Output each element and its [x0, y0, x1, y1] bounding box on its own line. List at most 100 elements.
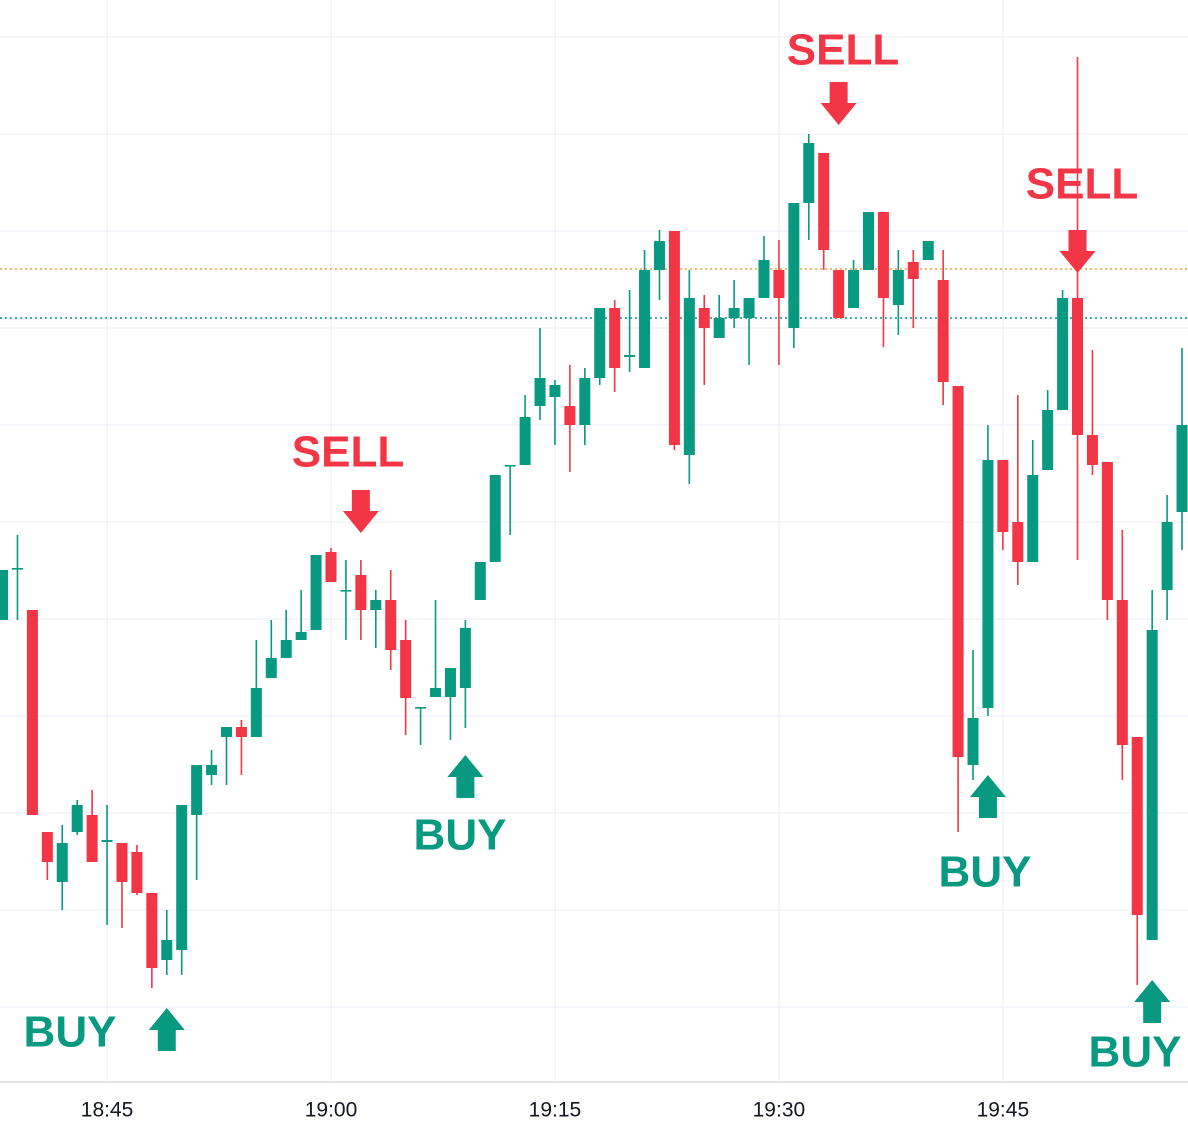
candle-body [235, 727, 247, 737]
candle-body [1101, 462, 1113, 600]
candle-body [146, 893, 158, 968]
candle-body [295, 632, 307, 640]
signal-arrow [820, 82, 857, 125]
candle-body [131, 852, 143, 893]
signal-label: BUY [414, 811, 507, 860]
candle-body [444, 668, 456, 697]
candle-body [624, 355, 636, 357]
candle-body [1116, 600, 1128, 745]
candle-body [385, 600, 397, 650]
candle-body [803, 143, 815, 203]
candle-body [922, 241, 934, 260]
candle-body [430, 688, 442, 697]
candle-body [818, 153, 830, 250]
candle-body [310, 555, 322, 630]
candle-body [325, 552, 337, 582]
candle-body [265, 658, 277, 678]
candle-body [1012, 522, 1024, 562]
candle-body [1042, 410, 1054, 470]
candle-body [161, 940, 173, 960]
candle-body [11, 568, 23, 570]
signal-arrow [447, 755, 484, 798]
signal-arrow [342, 490, 379, 533]
candle-body [848, 270, 860, 308]
candle-body [370, 600, 382, 610]
candle-body [56, 843, 68, 882]
candle-body [415, 707, 427, 709]
candle-body [101, 840, 113, 842]
candle-body [713, 318, 725, 338]
signal-arrow [1134, 980, 1171, 1023]
candle-body [668, 231, 680, 445]
candle-body [639, 270, 651, 368]
x-tick-label: 19:30 [753, 1099, 806, 1122]
candle-body [41, 832, 53, 862]
candle-body [549, 385, 561, 397]
candle-body [71, 805, 83, 832]
candle-body [340, 590, 352, 592]
candle-body [982, 460, 994, 708]
signal-arrow [148, 1008, 185, 1051]
candle-body [952, 386, 964, 757]
candle-body [176, 805, 188, 950]
x-tick-label: 18:45 [81, 1099, 134, 1122]
signal-label: SELL [787, 26, 899, 75]
x-tick-label: 19:45 [977, 1099, 1030, 1122]
candle-body [758, 260, 770, 298]
candle-body [0, 570, 9, 620]
signal-label: BUY [1089, 1028, 1182, 1077]
candle-body [489, 475, 501, 562]
candle-body [862, 212, 874, 270]
candle-body [355, 575, 367, 610]
candle-body [26, 610, 38, 815]
signal-label: BUY [24, 1008, 117, 1057]
candle-body [1072, 298, 1084, 435]
signal-label: SELL [292, 428, 404, 477]
candle-body [280, 640, 292, 658]
candle-body [892, 270, 904, 305]
candle-body [743, 298, 755, 318]
candle-body [997, 460, 1009, 532]
signal-arrow [969, 775, 1006, 818]
signal-arrow [1059, 230, 1096, 273]
candle-body [1057, 298, 1069, 410]
x-tick-label: 19:15 [529, 1099, 582, 1122]
candle-body [653, 241, 665, 270]
candle-body [594, 308, 606, 378]
candle-body [683, 298, 695, 455]
candle-body [967, 718, 979, 765]
candle-body [1176, 425, 1188, 512]
candle-body [519, 417, 531, 465]
candle-body [504, 465, 516, 467]
candle-body [579, 378, 591, 425]
candle-body [698, 308, 710, 328]
candle-body [728, 308, 740, 318]
candle-body [564, 406, 576, 425]
candle-body [250, 688, 262, 737]
candle-body [1146, 630, 1158, 940]
x-tick-label: 19:00 [305, 1099, 358, 1122]
candle-body [609, 308, 621, 368]
candle-body [191, 765, 203, 815]
candle-body [877, 212, 889, 298]
candle-body [86, 815, 98, 862]
candle-body [474, 562, 486, 600]
candle-body [1086, 435, 1098, 465]
candle-body [116, 843, 128, 882]
candle-body [833, 270, 845, 318]
candle-body [937, 280, 949, 382]
candle-body [400, 640, 412, 698]
candle-body [788, 203, 800, 328]
candle-body [773, 270, 785, 298]
candle-body [220, 727, 232, 737]
candle-body [534, 378, 546, 406]
candle-body [459, 628, 471, 688]
signal-label: SELL [1026, 160, 1138, 209]
candle-body [1131, 737, 1143, 915]
signal-label: BUY [939, 848, 1032, 897]
candle-body [206, 765, 218, 775]
candle-body [907, 262, 919, 279]
candle-body [1161, 522, 1173, 590]
